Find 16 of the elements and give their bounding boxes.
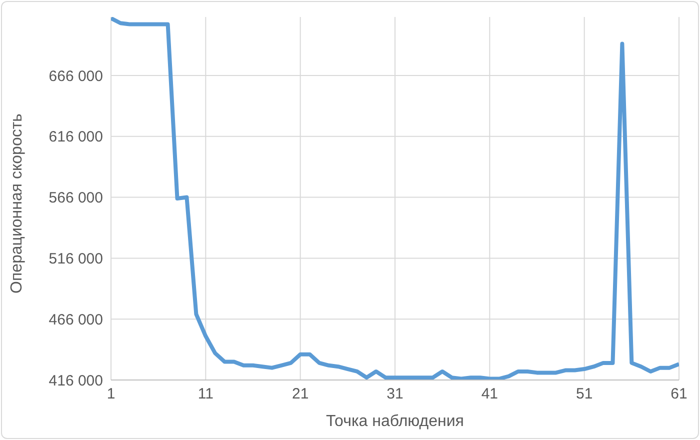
x-tick-label: 41 bbox=[481, 386, 498, 403]
x-tick-label: 31 bbox=[386, 386, 404, 403]
line-series bbox=[111, 17, 679, 380]
y-tick-label: 616 000 bbox=[48, 128, 103, 146]
x-axis-title: Точка наблюдения bbox=[326, 413, 464, 430]
y-tick-label: 516 000 bbox=[48, 250, 103, 268]
x-tick-label: 61 bbox=[670, 386, 688, 403]
x-tick-label: 1 bbox=[106, 386, 116, 403]
x-tick-label: 11 bbox=[198, 386, 214, 403]
x-tick-label: 51 bbox=[576, 386, 593, 403]
y-tick-label: 566 000 bbox=[48, 190, 103, 207]
y-tick-label: 466 000 bbox=[48, 311, 103, 328]
y-tick-label: 416 000 bbox=[48, 372, 103, 390]
y-axis-title: Операционная скорость bbox=[8, 113, 26, 294]
x-tick-label: 21 bbox=[292, 386, 309, 403]
y-tick-label: 666 000 bbox=[48, 68, 103, 85]
